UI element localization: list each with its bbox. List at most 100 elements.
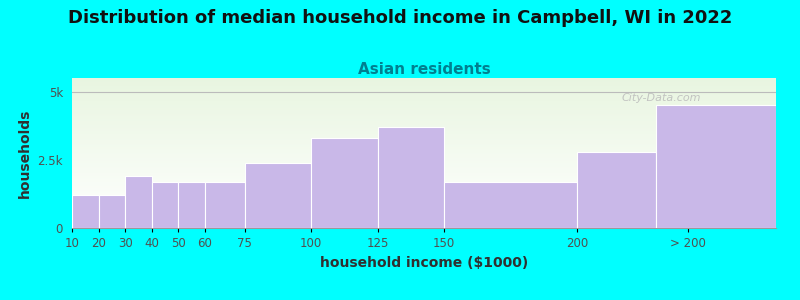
Bar — [72, 169, 776, 170]
Bar — [72, 103, 776, 104]
Bar — [72, 141, 776, 142]
Bar — [72, 120, 776, 121]
Bar — [72, 194, 776, 195]
Bar — [205, 182, 245, 228]
Bar — [72, 226, 776, 227]
Bar — [72, 132, 776, 133]
Bar — [72, 173, 776, 174]
X-axis label: household income ($1000): household income ($1000) — [320, 256, 528, 270]
Bar — [72, 207, 776, 208]
Bar — [72, 149, 776, 150]
Bar — [72, 184, 776, 185]
Bar — [72, 117, 776, 118]
Bar — [72, 142, 776, 143]
Bar — [72, 93, 776, 94]
Bar — [72, 210, 776, 211]
Bar — [72, 161, 776, 162]
Y-axis label: households: households — [18, 108, 32, 198]
Bar — [72, 209, 776, 210]
Bar — [72, 155, 776, 156]
Bar — [72, 191, 776, 192]
Bar — [72, 158, 776, 159]
Bar — [72, 145, 776, 146]
Bar — [72, 101, 776, 102]
Bar — [72, 177, 776, 178]
Bar — [72, 203, 776, 204]
Bar — [72, 202, 776, 203]
Bar — [72, 133, 776, 134]
Bar — [72, 150, 776, 151]
Bar — [72, 79, 776, 80]
Bar — [72, 193, 776, 194]
Bar — [72, 82, 776, 83]
Bar — [72, 151, 776, 152]
Bar — [72, 197, 776, 198]
Bar — [72, 137, 776, 138]
Bar — [72, 201, 776, 202]
Bar — [72, 105, 776, 106]
Bar — [72, 148, 776, 149]
Bar — [72, 202, 776, 203]
Bar — [72, 136, 776, 137]
Bar — [72, 115, 776, 116]
Bar — [378, 127, 444, 228]
Bar — [72, 95, 776, 96]
Bar — [72, 211, 776, 212]
Bar — [72, 186, 776, 187]
Bar — [577, 152, 657, 228]
Bar — [72, 164, 776, 165]
Bar — [72, 99, 776, 100]
Bar — [72, 182, 776, 183]
Bar — [72, 160, 776, 161]
Bar — [72, 192, 776, 193]
Bar — [72, 162, 776, 163]
Bar — [72, 143, 776, 144]
Bar — [72, 225, 776, 226]
Bar — [72, 223, 776, 224]
Bar — [72, 92, 776, 93]
Bar — [72, 163, 776, 164]
Bar — [72, 165, 776, 166]
Bar — [72, 216, 776, 217]
Bar — [72, 152, 776, 153]
Bar — [72, 126, 776, 127]
Bar — [72, 116, 776, 117]
Bar — [72, 88, 776, 89]
Bar — [72, 212, 776, 213]
Bar — [72, 200, 776, 201]
Bar — [72, 187, 776, 188]
Bar — [72, 91, 776, 92]
Bar — [72, 131, 776, 132]
Bar — [72, 189, 776, 190]
Bar — [72, 90, 776, 91]
Bar — [72, 110, 776, 111]
Bar — [72, 80, 776, 81]
Bar — [72, 94, 776, 95]
Bar — [311, 138, 378, 228]
Title: Asian residents: Asian residents — [358, 62, 490, 77]
Bar — [72, 188, 776, 189]
Bar — [72, 118, 776, 119]
Bar — [72, 135, 776, 136]
Bar — [72, 154, 776, 155]
Text: City-Data.com: City-Data.com — [621, 93, 701, 103]
Bar — [72, 224, 776, 225]
Bar — [125, 176, 152, 228]
Bar — [72, 157, 776, 158]
Bar — [72, 130, 776, 131]
Bar — [72, 113, 776, 114]
Bar — [72, 178, 776, 179]
Bar — [72, 124, 776, 125]
Bar — [72, 138, 776, 139]
Bar — [72, 100, 776, 101]
Bar — [72, 121, 776, 122]
Bar — [72, 227, 776, 228]
Bar — [72, 111, 776, 112]
Bar — [72, 181, 776, 182]
Bar — [72, 170, 776, 171]
Bar — [72, 86, 776, 87]
Bar — [72, 195, 98, 228]
Bar — [72, 78, 776, 79]
Bar — [152, 182, 178, 228]
Bar — [72, 174, 776, 175]
